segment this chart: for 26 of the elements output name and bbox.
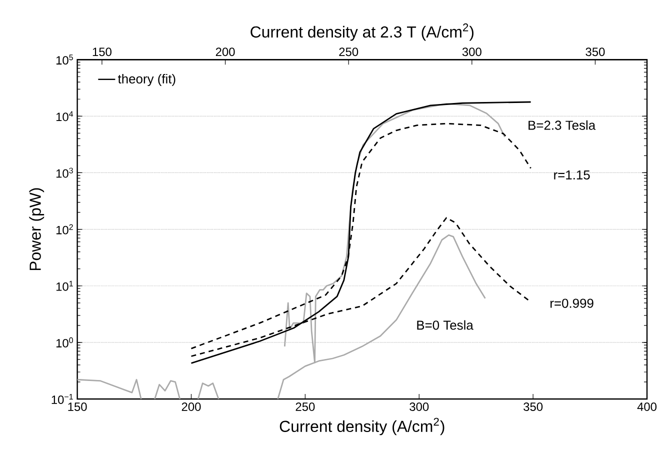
annotation: r=1.15 [554,170,590,180]
y-tick-label: 10$^{1}$ [56,280,73,291]
x2-tick-label: 150 [92,48,112,56]
annotation: r=0.999 [550,298,594,308]
annotation: B=0 Tesla [417,320,474,330]
x2-tick-label: 300 [462,48,482,56]
y-axis-title: Power (pW) [29,188,44,270]
x-tick-label: 200 [182,402,201,411]
x2-axis-title: Current density at 2.3 T (A/cm$^{2}$) [250,23,474,41]
y-tick-label: 10$^{−1}$ [52,394,73,404]
x2-tick-label: 250 [339,48,358,56]
y-tick-label: 10$^{2}$ [56,224,73,234]
x-tick-label: 150 [68,402,87,411]
x-axis-title: Current density (A/cm$^{2}$) [280,418,444,436]
x-tick-label: 300 [410,402,429,411]
x2-tick-label: 350 [586,48,605,56]
x-tick-label: 350 [524,402,543,411]
annotation: B=2.3 Tesla [528,120,596,130]
y-tick-label: 10$^{0}$ [56,337,73,348]
x-tick-label: 250 [296,402,315,411]
legend-label: theory (fit) [118,74,176,86]
y-tick-label: 10$^{5}$ [56,54,73,65]
x2-tick-label: 200 [216,48,235,56]
y-tick-label: 10$^{4}$ [56,111,74,122]
y-tick-label: 10$^{3}$ [56,168,73,178]
x-tick-label: 400 [637,402,657,411]
